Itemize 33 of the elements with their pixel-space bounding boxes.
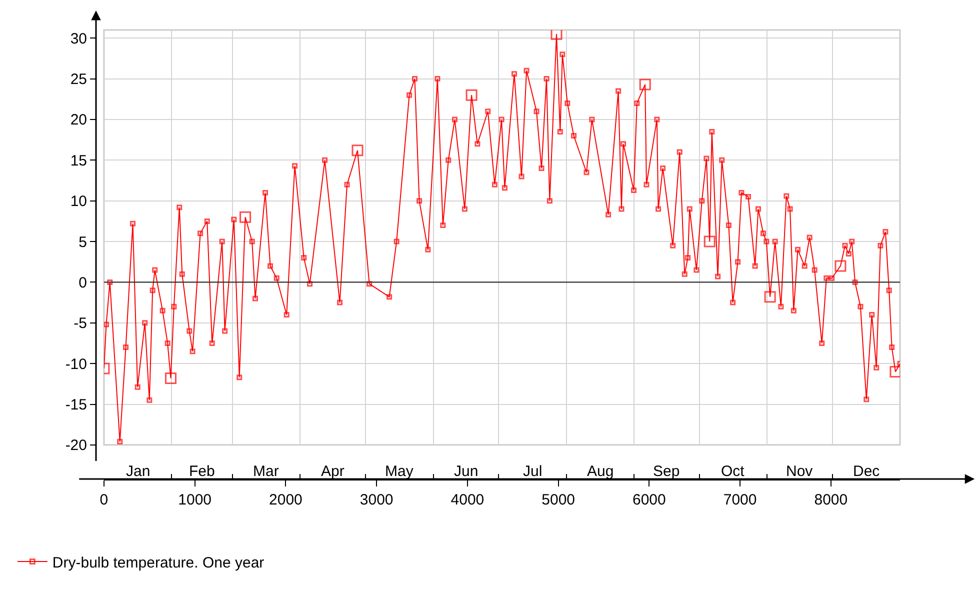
y-tick-label: 15 xyxy=(70,152,87,170)
legend-label: Dry-bulb temperature. One year xyxy=(52,554,264,572)
text: Mar xyxy=(253,463,279,480)
text: Aug xyxy=(587,463,614,480)
y-tick-label: 10 xyxy=(70,193,87,210)
x-tick-label: 3000 xyxy=(360,492,394,509)
y-tick-label: -10 xyxy=(65,356,87,373)
text: Dec xyxy=(853,463,880,480)
y-tick-label: -15 xyxy=(65,396,87,414)
x-tick-label: 4000 xyxy=(450,492,484,509)
text: Nov xyxy=(786,463,814,480)
y-tick-label: 20 xyxy=(70,112,87,129)
x-tick-label: 8000 xyxy=(814,492,848,509)
x-tick-label: 6000 xyxy=(632,492,666,509)
text: Sep xyxy=(653,463,680,480)
y-tick-label: 25 xyxy=(70,71,87,88)
x-tick-label: 7000 xyxy=(723,492,757,509)
x-tick-label: 2000 xyxy=(269,492,302,509)
text: Jun xyxy=(454,463,478,480)
text: Jan xyxy=(126,463,150,480)
x-tick-label: 0 xyxy=(100,492,108,509)
text: May xyxy=(385,463,414,480)
y-tick-label: -5 xyxy=(74,315,87,332)
text: Apr xyxy=(321,463,344,480)
y-tick-label: 30 xyxy=(70,30,87,48)
y-tick-label: -20 xyxy=(65,437,87,454)
x-tick-label: 1000 xyxy=(178,492,212,509)
y-tick-label: 5 xyxy=(78,234,87,251)
x-tick-label: 5000 xyxy=(542,492,576,509)
text: Feb xyxy=(189,463,215,480)
y-tick-label: 0 xyxy=(78,274,87,292)
text: Jul xyxy=(523,463,542,480)
text: Oct xyxy=(721,463,746,480)
